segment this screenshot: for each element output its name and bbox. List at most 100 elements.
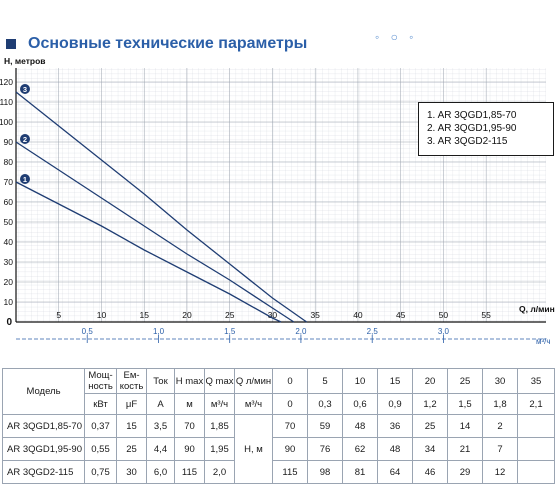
table-header-row: Модель Мощ-ность Ем-кость Ток H max Q ma…	[2, 368, 555, 415]
series-line-3	[15, 91, 308, 323]
cell-head: 48	[377, 437, 413, 461]
y-tick-label: 60	[4, 197, 14, 207]
cell-hmax: 70	[174, 414, 205, 438]
header-q-lmin: 25	[447, 368, 483, 394]
header-q-lmin: 20	[412, 368, 448, 394]
cell-power: 0,55	[84, 437, 117, 461]
x-tick-label: 10	[97, 310, 107, 320]
cell-head: 76	[307, 437, 343, 461]
y-tick-label: 40	[4, 237, 14, 247]
q-m3h-value: 0	[272, 393, 308, 415]
series-marker-3	[20, 84, 30, 94]
bubbles-decoration-icon: ◦ ○ ◦	[375, 30, 418, 44]
legend-item: 3. AR 3QGD2-115	[427, 136, 508, 147]
legend-item: 1. AR 3QGD1,85-70	[427, 110, 517, 121]
header-q-lmin: 5	[307, 368, 343, 394]
cell-head: 90	[272, 437, 308, 461]
chart-legend: 1. AR 3QGD1,85-70 2. AR 3QGD1,95-90 3. A…	[418, 102, 554, 156]
cell-head: 46	[412, 460, 448, 484]
q-m3h-value: 0,3	[307, 393, 343, 415]
series-marker-2	[20, 134, 30, 144]
table-row: AR 3QGD2-115 0,75 30 6,0 115 2,0 115 98 …	[2, 460, 555, 484]
y-tick-label: 90	[4, 137, 14, 147]
x2-tick-label: 2,5	[367, 327, 379, 336]
x2-tick-label: 3,0	[438, 327, 450, 336]
header-q-lmin: 35	[517, 368, 555, 394]
cell-power: 0,75	[84, 460, 117, 484]
cell-head: 36	[377, 414, 413, 438]
y-tick-label: 80	[4, 157, 14, 167]
header-model: Модель	[2, 368, 85, 415]
cell-head: 14	[447, 414, 483, 438]
y-tick-label: 100	[0, 117, 13, 127]
y-tick-label: 70	[4, 177, 14, 187]
cell-head: 2	[482, 414, 518, 438]
q-m3h-value: 1,2	[412, 393, 448, 415]
table-row: AR 3QGD1,95-90 0,55 25 4,4 90 1,95 90 76…	[2, 437, 555, 461]
cell-current: 6,0	[146, 460, 175, 484]
cell-head: 34	[412, 437, 448, 461]
cell-head: 62	[342, 437, 378, 461]
cell-head: 25	[412, 414, 448, 438]
cell-capacitance: 25	[116, 437, 147, 461]
cell-current: 4,4	[146, 437, 175, 461]
cell-h-unit: Н, м	[234, 414, 273, 484]
header-q-lmin: 10	[342, 368, 378, 394]
cell-head: 12	[482, 460, 518, 484]
series-marker-label: 1	[23, 175, 27, 184]
cell-head: 64	[377, 460, 413, 484]
series-line-1	[15, 181, 282, 323]
cell-head: 7	[482, 437, 518, 461]
cell-qmax: 2,0	[204, 460, 235, 484]
header-hmax: H max	[174, 368, 205, 394]
cell-head: 29	[447, 460, 483, 484]
section-header: Основные технические параметры	[6, 34, 307, 54]
x-tick-label: 20	[182, 310, 192, 320]
unit-power: кВт	[84, 393, 117, 415]
pump-curves-chart: 10 20 30 40 50 60 70 80 90 100 110 120 0 5 10 15 20 25 30 3…	[0, 56, 555, 346]
y-zero-label: 0	[6, 317, 12, 328]
x-tick-label: 25	[225, 310, 235, 320]
cell-head: 59	[307, 414, 343, 438]
cell-power: 0,37	[84, 414, 117, 438]
cell-model: AR 3QGD2-115	[2, 460, 85, 484]
x2-tick-label: 0,5	[82, 327, 94, 336]
cell-model: AR 3QGD1,95-90	[2, 437, 85, 461]
series-line-2	[15, 141, 295, 323]
unit-qmax: м³/ч	[204, 393, 235, 415]
unit-capacitance: μF	[116, 393, 147, 415]
parameters-table: Модель Мощ-ность Ем-кость Ток H max Q ma…	[2, 368, 555, 484]
q-m3h-value: 0,9	[377, 393, 413, 415]
x-tick-label: 15	[139, 310, 149, 320]
table-units-row: кВт μF A м м³/ч м³/ч 0 0,3 0,6 0,9 1,2 1…	[3, 393, 555, 415]
cell-head: 115	[272, 460, 308, 484]
cell-hmax: 90	[174, 437, 205, 461]
x2-tick-label: 1,5	[224, 327, 236, 336]
x2-axis-label: м³/ч	[536, 337, 551, 346]
header-q-lmin: 15	[377, 368, 413, 394]
cell-model: AR 3QGD1,85-70	[2, 414, 85, 438]
series-marker-label: 3	[23, 85, 27, 94]
cell-capacitance: 30	[116, 460, 147, 484]
x-tick-label: 55	[481, 310, 491, 320]
q-m3h-value: 1,5	[447, 393, 483, 415]
cell-head	[517, 414, 555, 438]
x2-tick-label: 1,0	[153, 327, 165, 336]
title-bullet-icon	[6, 39, 16, 49]
page-title: Основные технические параметры	[28, 35, 308, 52]
series-marker-1	[20, 174, 30, 184]
unit-hmax: м	[174, 393, 205, 415]
y-tick-label: 20	[4, 277, 14, 287]
cell-qmax: 1,85	[204, 414, 235, 438]
cell-current: 3,5	[146, 414, 175, 438]
unit-current: A	[146, 393, 175, 415]
header-capacitance: Ем-кость	[116, 368, 147, 394]
cell-head: 81	[342, 460, 378, 484]
x2-tick-label: 2,0	[295, 327, 307, 336]
y-tick-label: 110	[0, 97, 13, 107]
header-q-lmin: 0	[272, 368, 308, 394]
cell-head: 21	[447, 437, 483, 461]
cell-capacitance: 15	[116, 414, 147, 438]
y-tick-label: 30	[4, 257, 14, 267]
table-row: AR 3QGD1,85-70 0,37 15 3,5 70 1,85 Н, м …	[2, 414, 555, 484]
